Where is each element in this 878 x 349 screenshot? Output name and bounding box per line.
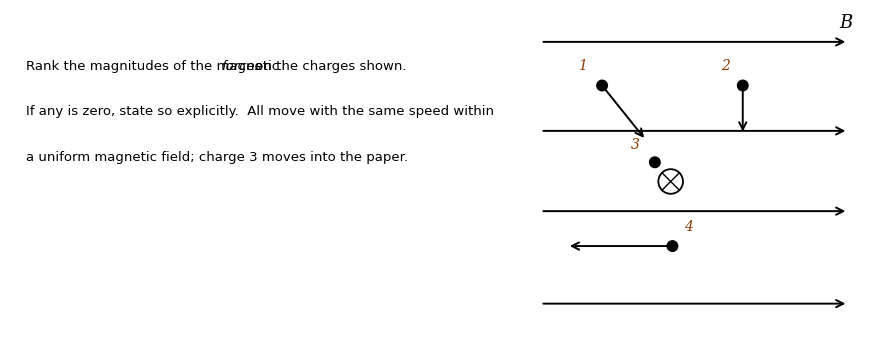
Text: B: B (838, 14, 852, 32)
Text: 3: 3 (630, 138, 639, 152)
Ellipse shape (596, 80, 607, 91)
Ellipse shape (666, 241, 677, 251)
Text: 4: 4 (683, 220, 692, 234)
Ellipse shape (737, 80, 747, 91)
Text: 2: 2 (720, 59, 729, 73)
Text: forces: forces (220, 60, 261, 73)
Text: a uniform magnetic field; charge 3 moves into the paper.: a uniform magnetic field; charge 3 moves… (26, 150, 408, 164)
Text: 1: 1 (578, 59, 587, 73)
Text: If any is zero, state so explicitly.  All move with the same speed within: If any is zero, state so explicitly. All… (26, 105, 493, 118)
Text: Rank the magnitudes of the magnetic: Rank the magnitudes of the magnetic (26, 60, 284, 73)
Text: on the charges shown.: on the charges shown. (250, 60, 406, 73)
Ellipse shape (649, 157, 659, 168)
